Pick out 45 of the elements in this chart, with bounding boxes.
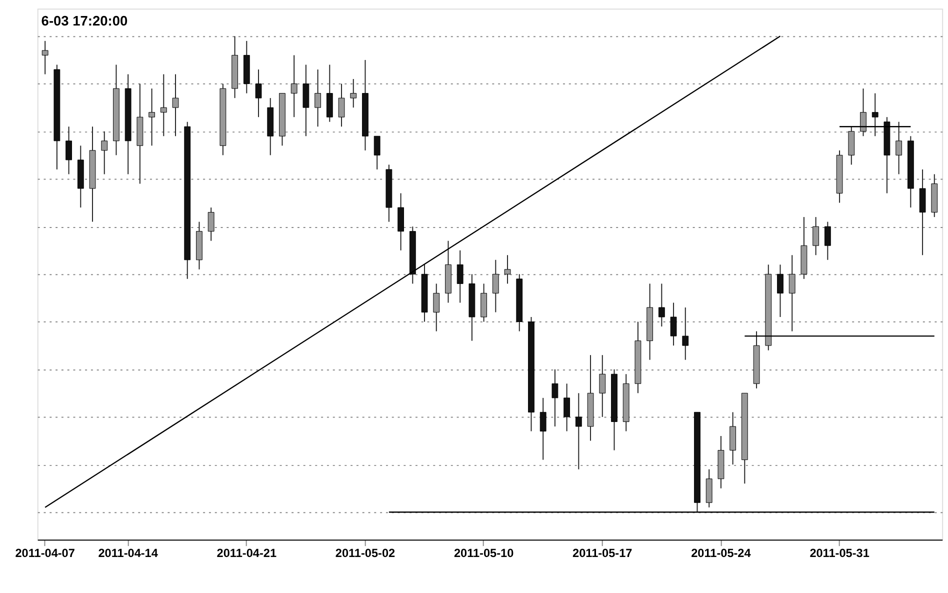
candlestick (433, 283, 440, 332)
candlestick (172, 74, 179, 137)
x-tick-label: 2011-05-17 (572, 546, 633, 560)
x-tick-label: 2011-05-31 (810, 546, 870, 560)
candlestick (599, 354, 606, 418)
candlestick (398, 192, 404, 251)
candlestick (824, 221, 831, 260)
x-tick-label: 2011-04-07 (15, 546, 76, 560)
candlestick (919, 168, 926, 256)
candlestick (326, 64, 333, 122)
candlestick (314, 68, 321, 128)
candlestick (575, 392, 582, 470)
candlestick (564, 383, 570, 432)
candlestick (777, 264, 784, 318)
candlestick (255, 68, 262, 118)
candlestick (658, 283, 665, 328)
text: 6-03 17:20:00 (41, 13, 128, 28)
x-tick-label: 2011-05-24 (691, 546, 752, 560)
candlestick (160, 74, 167, 137)
candlestick (374, 136, 380, 170)
candlestick (480, 283, 487, 322)
candlestick (788, 254, 796, 332)
candlestick (42, 40, 48, 75)
candlestick (148, 88, 155, 146)
candlestick (338, 83, 345, 128)
candlestick (290, 54, 298, 118)
candlestick (101, 130, 108, 175)
candlestick (350, 78, 357, 108)
candlestick (552, 368, 558, 427)
candlestick (492, 259, 499, 313)
candlestick (66, 126, 72, 175)
candlestick (730, 412, 736, 466)
candlestick (670, 302, 677, 346)
candlestick (706, 468, 712, 508)
candlestick (208, 207, 214, 242)
candlestick (682, 306, 689, 360)
candlestick (812, 216, 820, 256)
x-tick-label: 2011-04-14 (98, 546, 158, 560)
x-tick-label: 2011-04-21 (216, 546, 277, 560)
candlestick (540, 397, 546, 460)
candlestick (504, 254, 511, 284)
x-tick-label: 2011-05-02 (335, 546, 396, 560)
candlestick (456, 250, 464, 304)
candlestick (302, 64, 310, 137)
x-tick-label: 2011-05-10 (454, 546, 514, 560)
